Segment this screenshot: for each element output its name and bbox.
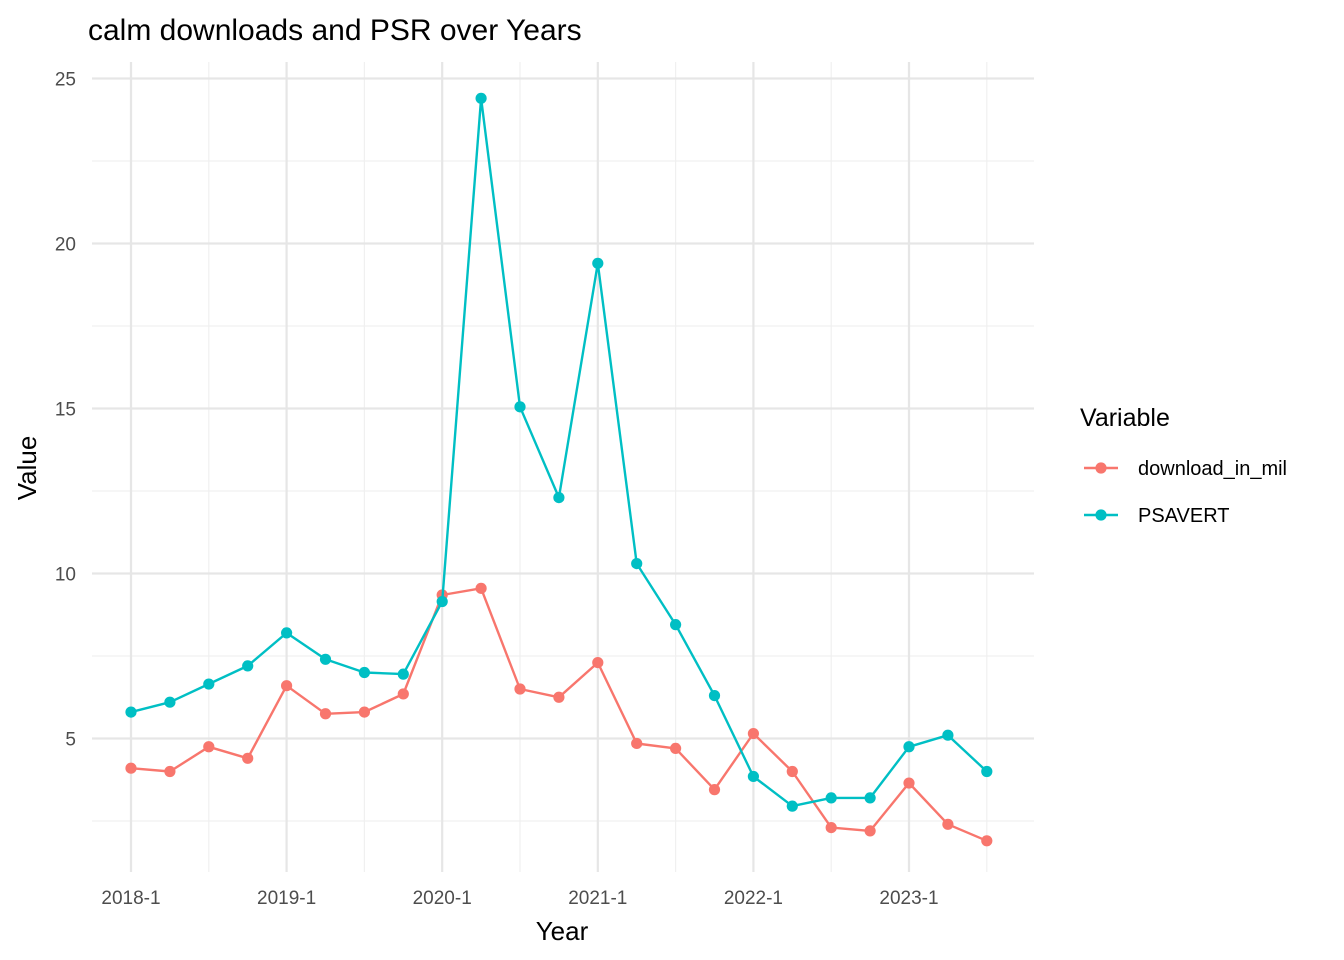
data-point bbox=[358, 706, 370, 718]
data-point bbox=[903, 741, 915, 753]
data-point bbox=[670, 742, 682, 755]
legend-item: PSAVERT bbox=[1084, 505, 1230, 527]
data-point bbox=[747, 727, 760, 740]
data-point bbox=[981, 765, 993, 778]
data-point bbox=[631, 737, 643, 750]
data-point bbox=[631, 558, 643, 570]
legend-label: PSAVERT bbox=[1138, 505, 1230, 527]
data-point bbox=[319, 653, 332, 665]
data-point bbox=[592, 257, 604, 269]
data-point bbox=[786, 800, 798, 812]
data-point bbox=[203, 741, 215, 753]
data-point bbox=[319, 708, 332, 720]
x-tick-label: 2019-1 bbox=[257, 888, 316, 909]
y-tick-label: 15 bbox=[55, 400, 76, 421]
data-point bbox=[553, 691, 565, 703]
series-layer bbox=[125, 92, 993, 847]
legend-label: download_in_mil bbox=[1138, 458, 1287, 480]
data-point bbox=[747, 770, 760, 783]
data-point bbox=[397, 668, 409, 680]
data-point bbox=[203, 678, 215, 690]
data-point bbox=[514, 401, 526, 413]
data-point bbox=[592, 657, 604, 669]
data-point bbox=[164, 696, 176, 708]
data-point bbox=[436, 595, 448, 608]
data-point bbox=[281, 680, 293, 692]
data-point bbox=[942, 729, 954, 741]
legend-item: download_in_mil bbox=[1084, 458, 1287, 480]
series-download_in_mil bbox=[125, 582, 993, 847]
data-point bbox=[708, 784, 721, 796]
data-point bbox=[242, 752, 254, 764]
data-point bbox=[942, 818, 954, 830]
legend-key-point bbox=[1095, 509, 1107, 521]
data-point bbox=[864, 792, 876, 804]
data-point bbox=[514, 683, 526, 695]
data-point bbox=[825, 792, 837, 804]
series-line bbox=[130, 587, 988, 842]
data-point bbox=[125, 762, 137, 774]
data-point bbox=[475, 582, 487, 594]
legend: Variable download_in_mil PSAVERT bbox=[1080, 404, 1287, 527]
data-point bbox=[242, 660, 254, 672]
x-tick-label: 2018-1 bbox=[101, 888, 160, 909]
legend-title: Variable bbox=[1080, 404, 1170, 432]
data-point bbox=[903, 777, 915, 789]
data-point bbox=[475, 92, 487, 104]
data-point bbox=[164, 765, 176, 778]
data-point bbox=[553, 492, 565, 504]
grid bbox=[92, 62, 1034, 872]
y-tick-label: 20 bbox=[55, 235, 76, 256]
y-tick-label: 25 bbox=[55, 70, 76, 91]
data-point bbox=[358, 666, 370, 679]
y-tick-label: 5 bbox=[65, 730, 76, 751]
data-point bbox=[670, 619, 682, 631]
legend-key-point bbox=[1095, 462, 1107, 474]
data-point bbox=[981, 835, 993, 847]
y-axis-title: Value bbox=[12, 436, 42, 501]
data-point bbox=[825, 822, 837, 834]
chart-title: calm downloads and PSR over Years bbox=[88, 14, 582, 47]
data-point bbox=[397, 688, 409, 700]
data-point bbox=[786, 765, 798, 778]
x-tick-label: 2022-1 bbox=[724, 888, 783, 909]
data-point bbox=[864, 825, 876, 837]
series-PSAVERT bbox=[125, 92, 993, 812]
data-point bbox=[281, 627, 293, 639]
x-axis-ticks: 2018-1 2019-1 2020-1 2021-1 2022-1 2023-1 bbox=[101, 888, 938, 909]
y-tick-label: 10 bbox=[55, 565, 76, 586]
x-tick-label: 2021-1 bbox=[568, 888, 627, 909]
y-axis-ticks: 5 10 15 20 25 bbox=[55, 70, 76, 751]
x-tick-label: 2020-1 bbox=[413, 888, 472, 909]
x-tick-label: 2023-1 bbox=[879, 888, 938, 909]
data-point bbox=[125, 706, 137, 718]
data-point bbox=[708, 690, 721, 702]
x-axis-title: Year bbox=[536, 916, 589, 946]
